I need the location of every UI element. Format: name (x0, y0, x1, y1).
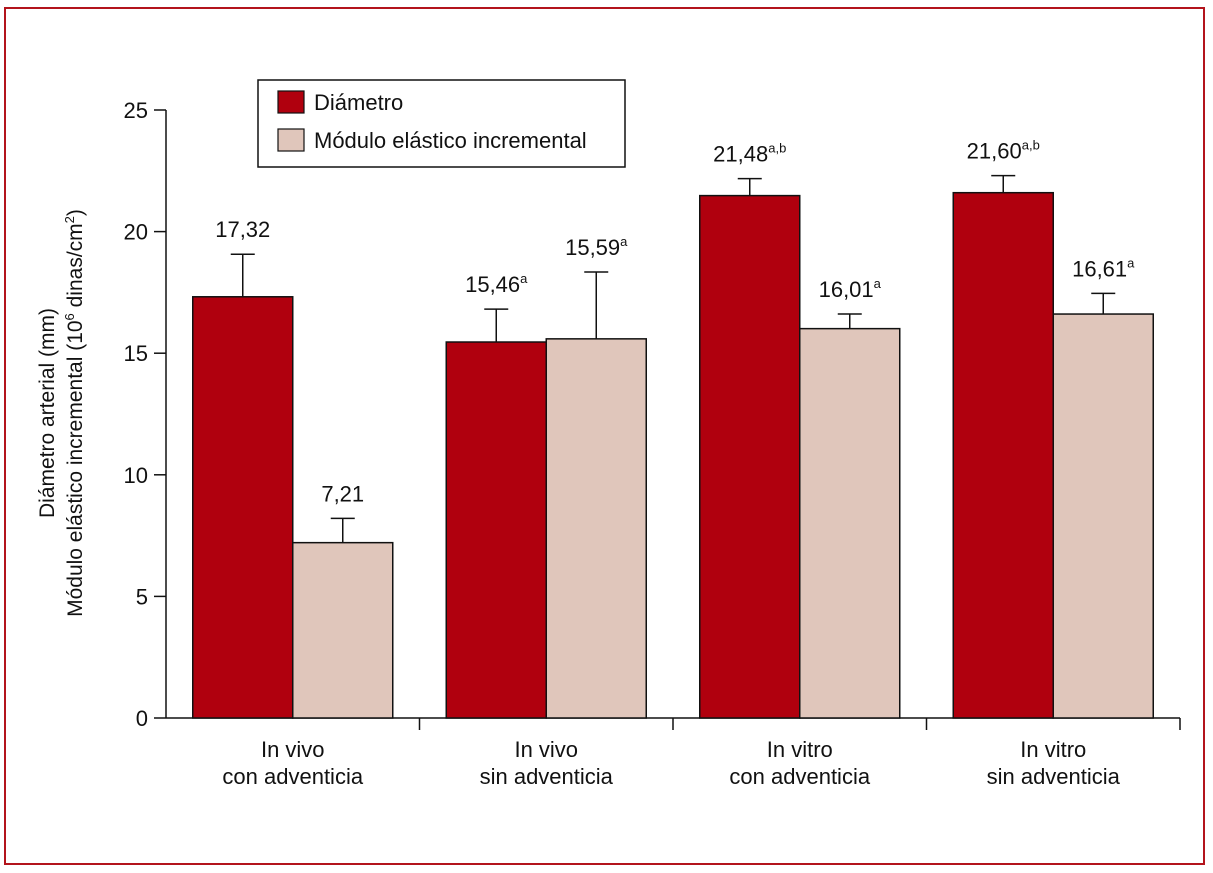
data-label-modulo: 16,01a (819, 276, 882, 302)
data-label-diametro: 21,60a,b (967, 138, 1040, 164)
data-label-modulo: 16,61a (1072, 255, 1135, 281)
x-category-label: In vitro (1020, 737, 1086, 762)
value-labels: 17,32 7,21 15,46a 15,59a 21,48a,b 16,01a 21,60… (215, 138, 1135, 507)
x-category-label: sin adventicia (987, 764, 1121, 789)
x-category-label: con adventicia (729, 764, 870, 789)
bar-diametro (952, 191, 1054, 719)
bar-modulo (1052, 313, 1154, 719)
legend-box (257, 79, 626, 168)
bar-modulo (799, 327, 901, 719)
data-label-diametro: 15,46a (465, 271, 528, 297)
legend: Diámetro Módulo elástico incremental (257, 79, 626, 168)
y-tick-label: 5 (136, 584, 148, 609)
y-tick-label: 15 (124, 341, 148, 366)
data-label-diametro: 17,32 (215, 217, 270, 242)
y-tick-label: 10 (124, 463, 148, 488)
x-category-label: In vitro (767, 737, 833, 762)
bar-diametro (699, 194, 801, 719)
legend-swatch-modulo (277, 128, 305, 152)
bar-diametro (192, 296, 294, 719)
x-category-label: In vivo (514, 737, 578, 762)
chart-frame (4, 7, 1205, 865)
data-label-diametro: 21,48a,b (713, 141, 786, 167)
bars (192, 174, 1154, 719)
y-tick-label: 20 (124, 220, 148, 245)
y-tick-label: 25 (124, 98, 148, 123)
x-category-label: In vivo (261, 737, 325, 762)
legend-label-diametro: Diámetro (314, 90, 403, 115)
legend-label-modulo: Módulo elástico incremental (314, 128, 587, 153)
legend-swatch-diametro (277, 90, 305, 114)
x-category-label: sin adventicia (480, 764, 614, 789)
x-category-label: con adventicia (222, 764, 363, 789)
data-label-modulo: 15,59a (565, 234, 628, 260)
y-axis-title-line2: Módulo elástico incremental (106 dinas/c… (62, 209, 87, 617)
y-axis-title: Diámetro arterial (mm) Módulo elástico i… (36, 209, 87, 617)
bar-modulo (545, 338, 647, 719)
y-tick-label: 0 (136, 706, 148, 731)
y-axis-title-line1: Diámetro arterial (mm) (36, 308, 59, 518)
bar-diametro (445, 341, 547, 719)
data-label-modulo: 7,21 (321, 481, 364, 506)
bar-modulo (292, 541, 394, 719)
